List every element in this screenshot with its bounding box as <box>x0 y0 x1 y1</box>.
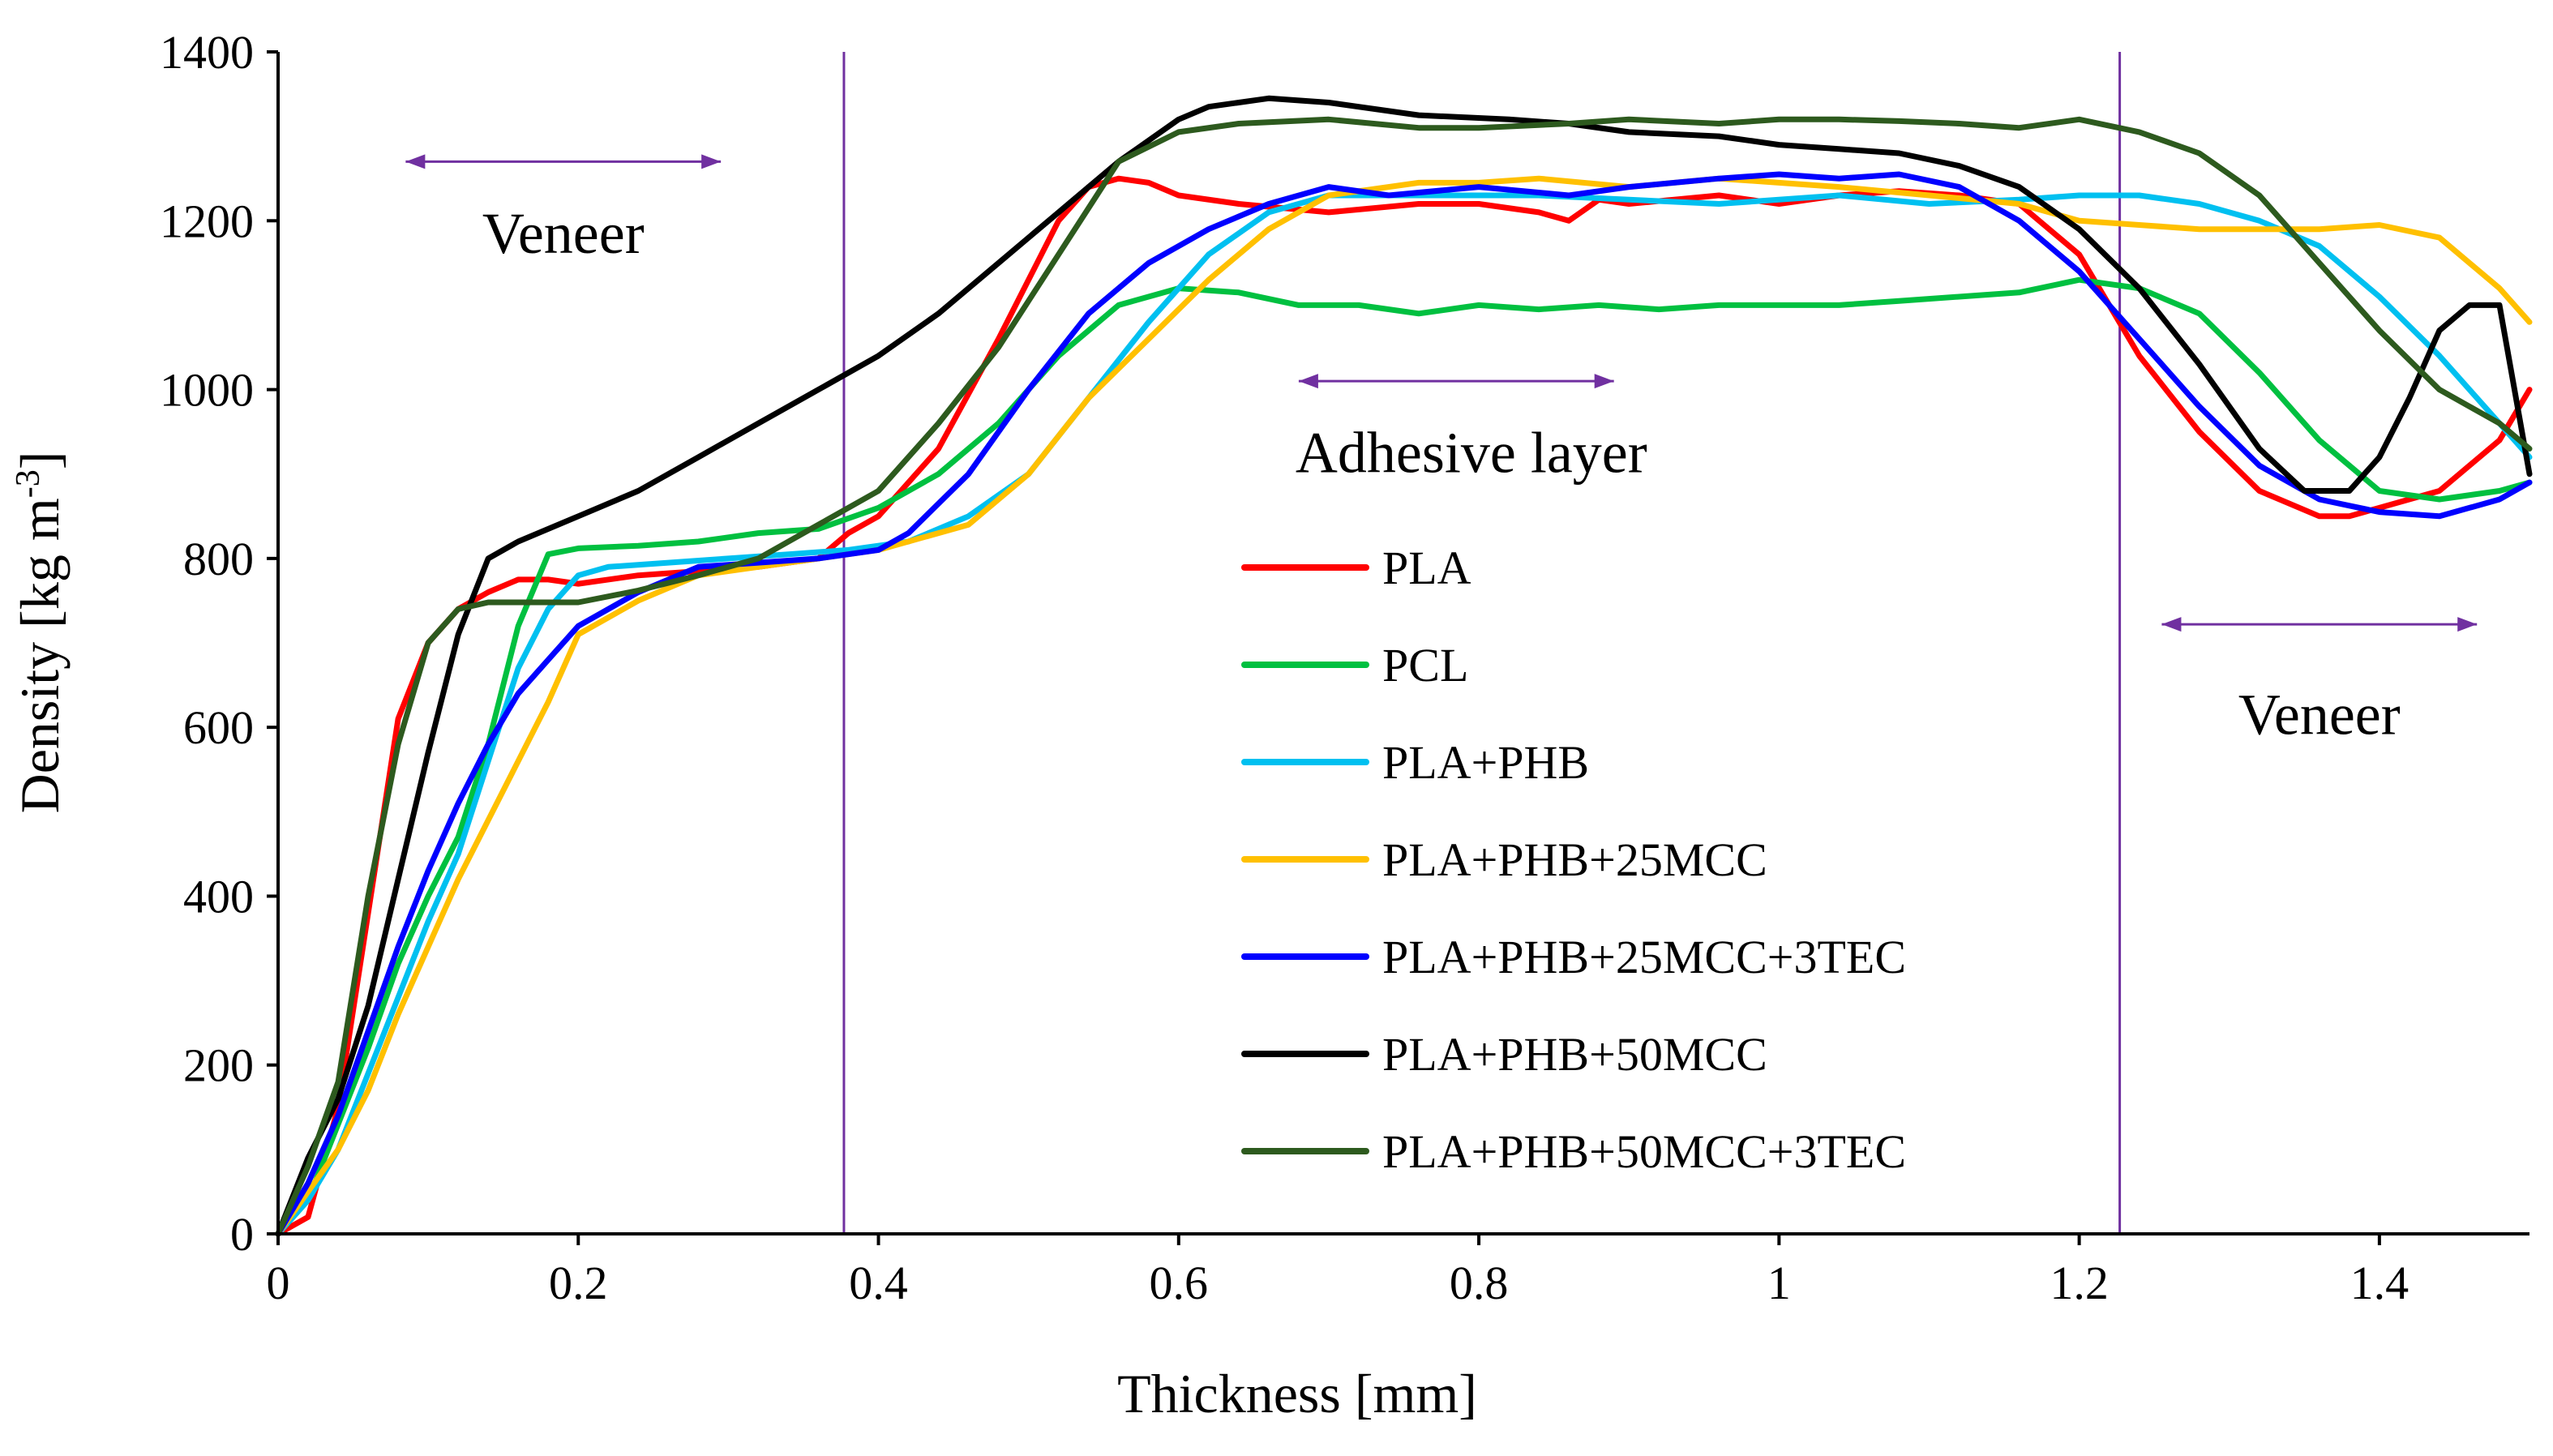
x-axis-ticks: 0 0.2 0.4 0.6 0.8 1 1.2 1.4 <box>267 1234 2410 1309</box>
y-tick-label: 1200 <box>160 195 254 247</box>
arrow-head-right-icon <box>1594 374 1614 389</box>
series-line-pla <box>275 175 2533 1237</box>
y-tick-label: 600 <box>183 701 254 754</box>
x-tick-label: 1.2 <box>2050 1257 2109 1309</box>
y-tick-label: 400 <box>183 870 254 923</box>
series-line-pla-phb-25mcc-3tec <box>275 171 2533 1237</box>
arrow-head-right-icon <box>2457 617 2478 632</box>
arrow-head-left-icon <box>1298 374 1318 389</box>
x-tick-label: 1.4 <box>2350 1257 2410 1309</box>
y-tick-label: 800 <box>183 533 254 585</box>
legend-label: PLA+PHB+50MCC+3TEC <box>1382 1125 1906 1178</box>
legend-label: PLA+PHB+50MCC <box>1382 1028 1767 1081</box>
x-axis-title: Thickness [mm] <box>1117 1363 1477 1424</box>
series-line-pcl <box>275 276 2533 1237</box>
series-line-pla-phb-50mcc <box>275 95 2533 1237</box>
y-tick-label: 0 <box>230 1208 254 1261</box>
y-tick-label: 1000 <box>160 364 254 417</box>
series-line-pla-phb-25mcc <box>275 175 2533 1237</box>
y-axis-title-main: Density [kg m <box>9 498 71 813</box>
boundary-lines <box>842 52 2122 1234</box>
annotation-label: Veneer <box>482 201 645 266</box>
legend-label: PLA <box>1382 542 1471 594</box>
arrow-head-left-icon <box>2161 617 2182 632</box>
series-line-pla-phb <box>275 192 2533 1237</box>
legend: PLA PCL PLA+PHB PLA+PHB+25MCC PLA+PHB+25MCC+… <box>1241 542 1906 1178</box>
annotation-label: Adhesive layer <box>1296 421 1647 486</box>
x-tick-label: 0.2 <box>549 1257 608 1309</box>
legend-label: PLA+PHB+25MCC <box>1382 833 1767 886</box>
y-axis-ticks: 0 200 400 600 800 1000 1200 1400 <box>160 26 278 1261</box>
y-tick-label: 1400 <box>160 26 254 79</box>
y-axis-title: Density [kg m-3] <box>9 452 71 814</box>
legend-label: PLA+PHB+25MCC+3TEC <box>1382 931 1906 983</box>
arrow-head-right-icon <box>701 154 722 169</box>
series-group <box>275 95 2533 1237</box>
legend-label: PCL <box>1382 639 1468 692</box>
x-tick-label: 0.4 <box>849 1257 908 1309</box>
annotation-label: Veneer <box>2238 683 2401 747</box>
x-tick-label: 0.8 <box>1450 1257 1509 1309</box>
y-axis-title-close: ] <box>9 452 71 470</box>
annotations: Veneer Adhesive layer Veneer <box>405 154 2478 747</box>
series-line-pla-phb-50mcc-3tec <box>275 116 2533 1237</box>
x-tick-label: 0 <box>267 1257 290 1309</box>
arrow-head-left-icon <box>405 154 426 169</box>
x-tick-label: 1 <box>1767 1257 1791 1309</box>
y-axis-title-superscript: -3 <box>10 469 47 498</box>
legend-label: PLA+PHB <box>1382 736 1589 789</box>
y-tick-label: 200 <box>183 1039 254 1092</box>
x-tick-label: 0.6 <box>1150 1257 1209 1309</box>
